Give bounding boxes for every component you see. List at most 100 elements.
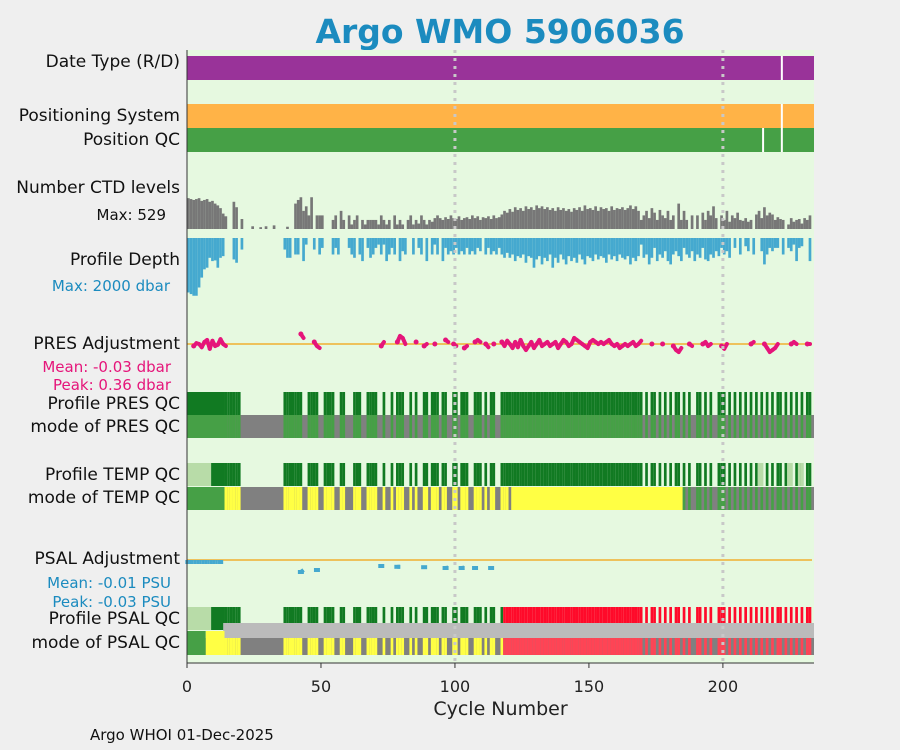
mode-temp-qc-stripe <box>749 487 753 510</box>
mode-pres-qc-stripe <box>784 415 788 438</box>
temp-qc-stripe <box>382 463 386 486</box>
profile-depth-bar <box>337 238 340 255</box>
mode-pres-qc-stripe <box>663 415 667 438</box>
pres-qc-stripe <box>578 392 581 415</box>
pres-qc-stripe <box>728 392 731 415</box>
pres-qc-stripe <box>422 392 426 415</box>
ctd-level-bar <box>272 225 276 229</box>
profile-depth-bar <box>221 238 225 257</box>
mode-temp-qc-stripe <box>503 487 506 510</box>
ctd-level-bar <box>353 219 356 229</box>
ctd-level-bar <box>361 219 364 229</box>
ctd-level-bar <box>200 200 204 229</box>
ctd-level-bar <box>379 215 383 229</box>
mode-pres-qc-stripe <box>473 415 477 438</box>
pres-qc-stripe <box>342 392 346 415</box>
mode-pres-qc-stripe <box>508 415 512 438</box>
profile-depth-bar <box>554 238 557 258</box>
mode-pres-qc-stripe <box>540 415 544 438</box>
pres-qc-stripe <box>669 392 672 415</box>
temp-qc-stripe <box>596 463 600 486</box>
psal-adj-segment <box>299 568 305 574</box>
mode-psal-qc-stripe <box>594 638 597 655</box>
ctd-level-bar <box>232 201 236 229</box>
mode-psal-qc-stripe <box>353 638 356 655</box>
row-label-positioning-system: Positioning System <box>18 106 180 126</box>
psal-qc-stripe <box>575 607 579 630</box>
profile-depth-bar <box>714 238 718 252</box>
ctd-level-bar <box>639 219 643 229</box>
mode-temp-qc-stripe <box>409 487 413 510</box>
ctd-level-bar <box>221 213 225 229</box>
mode-psal-qc-stripe <box>653 638 656 655</box>
psal-qc-stripe <box>232 607 236 630</box>
mode-pres-qc-stripe <box>559 415 563 438</box>
pres-qc-stripe <box>704 392 707 415</box>
mode-temp-qc-stripe <box>296 487 300 510</box>
ctd-level-bar <box>677 203 681 229</box>
mode-psal-qc-stripe <box>776 638 780 655</box>
profile-depth-bar <box>213 238 217 261</box>
mode-temp-qc-stripe <box>286 487 289 510</box>
temp-qc-stripe <box>789 463 793 486</box>
mode-pres-qc-stripe <box>401 415 405 438</box>
ctd-level-bar <box>736 212 739 229</box>
psal-qc-stripe <box>559 607 563 630</box>
mode-temp-qc-stripe <box>436 487 439 510</box>
ctd-level-bar <box>800 223 804 229</box>
ctd-level-bar <box>658 209 662 229</box>
profile-depth-bar <box>669 238 672 265</box>
mode-pres-qc-stripe <box>696 415 699 438</box>
psal-qc-stripe <box>513 607 517 630</box>
ctd-level-bar <box>626 208 630 229</box>
psal-qc-stripe <box>433 607 437 630</box>
mode-pres-qc-stripe <box>329 415 332 438</box>
row-label-mode-psal-qc: mode of PSAL QC <box>31 633 180 653</box>
psal-qc-stripe <box>623 607 627 630</box>
psal-qc-stripe <box>663 607 667 630</box>
profile-depth-bar <box>559 238 563 255</box>
ctd-level-bar <box>385 224 388 229</box>
profile-depth-bar <box>768 238 772 248</box>
mode-psal-qc-segment <box>187 631 206 655</box>
mode-psal-qc-stripe <box>476 638 480 655</box>
psal-qc-stripe <box>224 607 228 630</box>
mode-pres-qc-stripe <box>513 415 517 438</box>
footer-credit: Argo WHOI 01-Dec-2025 <box>90 726 274 744</box>
mode-pres-qc-stripe <box>779 415 782 438</box>
pres-qc-stripe <box>677 392 681 415</box>
profile-depth-bar <box>623 238 627 260</box>
mode-temp-qc-stripe <box>771 487 774 510</box>
mode-psal-qc-stripe <box>288 638 292 655</box>
profile-depth-bar <box>618 238 622 255</box>
mode-pres-qc-stripe <box>677 415 681 438</box>
temp-qc-stripe <box>294 463 297 486</box>
psal-qc-stripe <box>613 607 616 630</box>
temp-qc-stripe <box>639 463 643 486</box>
profile-depth-bar <box>460 238 463 252</box>
psal-qc-stripe <box>744 607 748 630</box>
ctd-level-bar <box>795 219 798 229</box>
psal-qc-stripe <box>331 607 335 630</box>
temp-qc-stripe <box>738 463 742 486</box>
mode-temp-qc-stripe <box>283 487 287 510</box>
ctd-level-bar <box>709 215 713 229</box>
mode-psal-qc-stripe <box>613 638 616 655</box>
mode-temp-qc-stripe <box>366 487 370 510</box>
profile-depth-bar <box>602 238 605 258</box>
psal-qc-stripe <box>618 607 622 630</box>
profile-depth-bar <box>203 238 206 270</box>
mode-pres-qc-stripe <box>765 415 769 438</box>
mode-psal-qc-stripe <box>452 638 455 655</box>
profile-depth-bar <box>543 238 547 258</box>
temp-qc-stripe <box>562 463 565 486</box>
temp-qc-stripe <box>580 463 584 486</box>
psal-qc-stripe <box>717 607 721 630</box>
mode-psal-qc-stripe <box>591 638 595 655</box>
mode-pres-qc-stripe <box>567 415 571 438</box>
pres-adj-segment <box>791 340 799 346</box>
row-label-mode-pres-qc: mode of PRES QC <box>30 417 180 437</box>
mode-pres-qc-stripe <box>709 415 713 438</box>
mode-temp-qc-stripe <box>709 487 713 510</box>
profile-depth-bar <box>682 238 686 248</box>
